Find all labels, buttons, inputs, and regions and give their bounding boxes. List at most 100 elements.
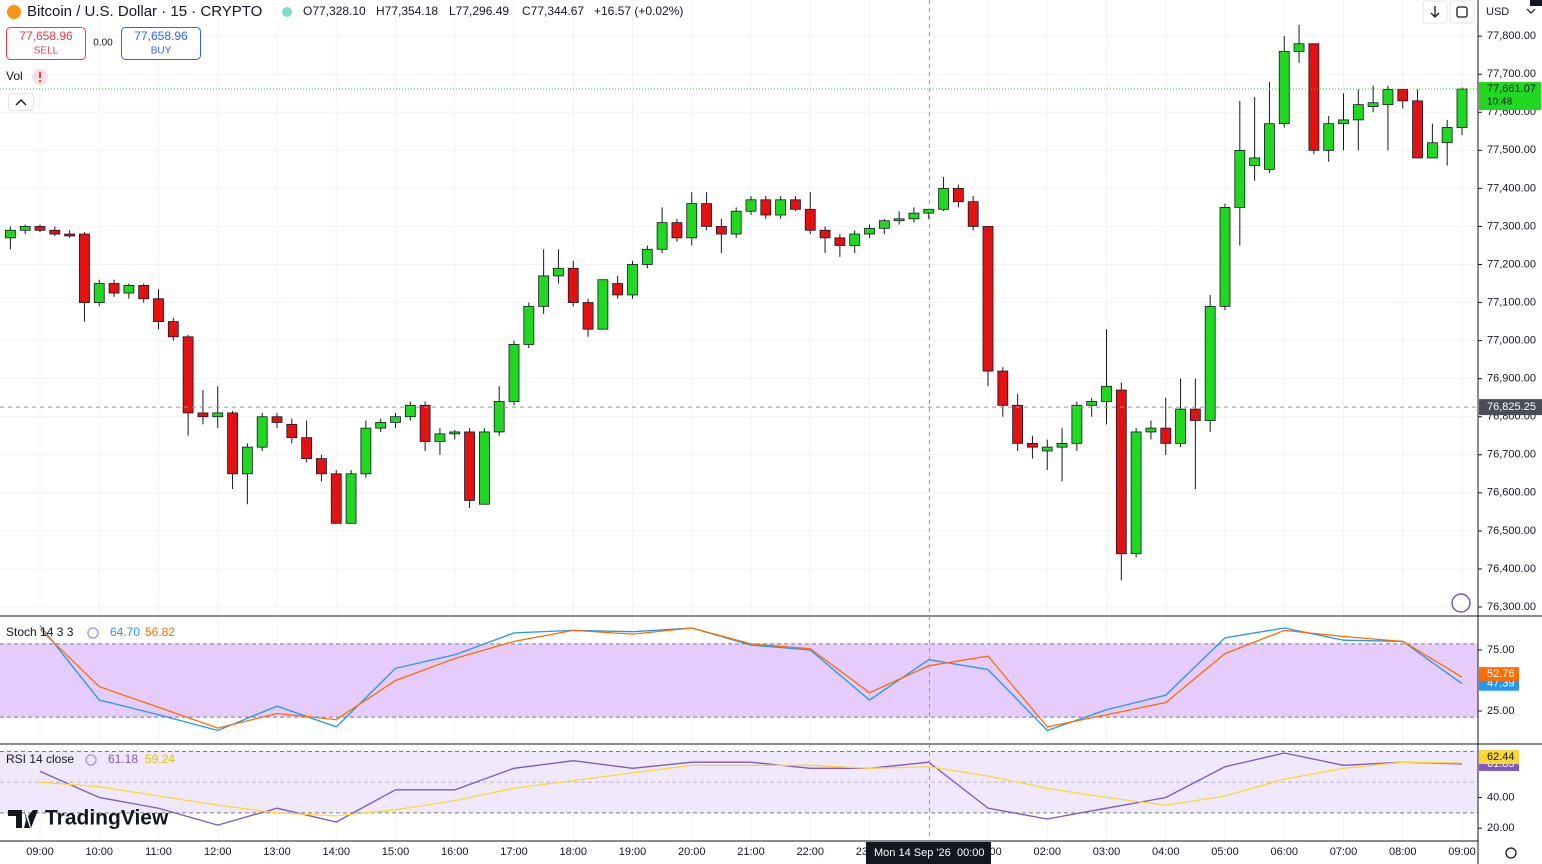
candle-body [271,416,283,423]
candle-body [1086,401,1098,406]
indicator-badge [1479,667,1519,682]
candle-body [612,283,624,296]
time-label: 09:00 [1448,846,1476,858]
time-label: 14:00 [322,846,350,858]
candle-body [1219,207,1231,307]
time-label: 20:00 [678,846,706,858]
reset-icon [1456,6,1468,18]
candle-body [93,283,105,303]
y-tick-label: 77,000.00 [1487,335,1536,347]
candle-body [1175,408,1186,444]
candle-body [864,227,875,235]
indicator-badge-label: 62.44 [1487,751,1515,763]
candle-body [597,279,609,330]
grid-layer [0,0,1478,840]
candle-body [627,264,638,296]
candle-body [790,199,801,210]
sell-button[interactable]: 77,658.96 SELL [6,27,86,60]
time-label: 04:00 [1152,846,1180,858]
time-label: 18:00 [559,846,587,858]
candle-body [908,212,920,220]
candle-body [834,237,846,246]
candle-body [49,229,61,235]
collapse-button[interactable] [8,93,34,111]
sell-box[interactable] [6,27,86,60]
rsi-icon[interactable] [85,754,97,766]
corner-marker [1530,0,1542,6]
y-tick-label: 20.00 [1487,822,1515,834]
candle-body [656,222,668,250]
y-tick-label: 77,500.00 [1487,144,1536,156]
scroll-button[interactable] [1422,0,1448,24]
candle-body [1338,119,1349,125]
indicator-badge [1479,750,1519,765]
buy-price[interactable]: 77,658.96 [134,29,188,43]
collapse-chevron [15,99,27,106]
ohlc-close: C77,344.67 [522,4,584,18]
candle-body [1308,43,1320,151]
candle-body [360,427,372,475]
candle-body [819,229,831,239]
y-tick-label: 76,500.00 [1487,525,1536,537]
stoch-name: Stoch 14 3 3 [6,625,74,639]
sell-price[interactable]: 77,658.96 [19,29,73,43]
last-price-badge [1479,82,1541,111]
candle-body [553,267,564,277]
candle-body [1382,89,1394,106]
candle-body [1130,431,1142,555]
candle-body [1071,404,1083,444]
candle-body [79,233,90,303]
candle-body [1456,88,1468,128]
sell-label[interactable]: SELL [34,46,59,57]
stoch-icon[interactable] [87,627,99,639]
marks-layer [0,24,1478,826]
y-tick-label: 76,700.00 [1487,449,1536,461]
time-label: 08:00 [1389,846,1417,858]
currency-label[interactable]: USD [1486,6,1509,18]
candle-body [4,229,16,239]
time-label: 11:00 [145,846,172,858]
buy-label[interactable]: BUY [151,46,172,57]
crosshair-price-badge [1479,399,1542,416]
y-tick-label: 77,400.00 [1487,182,1536,194]
candle-body [241,446,253,475]
brand-name: TradingView [45,807,169,830]
ohlc-low: L77,296.49 [449,4,509,18]
candle-body [878,220,890,229]
time-label: 13:00 [263,846,291,858]
countdown-label: 10:48 [1487,97,1512,108]
candle-body [849,233,861,246]
time-label: 10:00 [85,846,113,858]
y-tick-label: 75.00 [1487,644,1515,656]
candle-body [19,226,31,231]
reset-box[interactable] [1449,0,1475,24]
assistant-button[interactable] [1451,593,1471,613]
time-label: 07:00 [1330,846,1358,858]
candle-body [1323,123,1335,151]
candle-body [419,404,431,442]
y-tick-label: 77,100.00 [1487,296,1536,308]
crosshair-price-label: 76,825.25 [1487,401,1536,413]
candle-body [1101,385,1112,402]
reset-button[interactable] [1449,0,1475,24]
candle-body [1441,127,1453,144]
buy-box[interactable] [121,27,201,60]
y-tick-label: 76,900.00 [1487,373,1536,385]
candle-body [1145,427,1157,433]
candle-body [64,233,76,237]
settings-button[interactable] [1505,847,1517,859]
buy-button[interactable]: 77,658.96 BUY [121,27,201,60]
indicator-line [39,761,1463,817]
time-label: 22:00 [796,846,824,858]
y-tick-label: 40.00 [1487,791,1515,803]
collapse-box[interactable] [8,93,34,111]
time-label: 15:00 [382,846,410,858]
candle-body [493,401,505,433]
stoch-d-value: 56.82 [145,625,175,639]
bitcoin-icon [7,5,21,19]
y-tick-label: 76,300.00 [1487,601,1536,613]
time-label: 12:00 [204,846,232,858]
candle-body [227,412,238,475]
candle-body [182,336,194,414]
